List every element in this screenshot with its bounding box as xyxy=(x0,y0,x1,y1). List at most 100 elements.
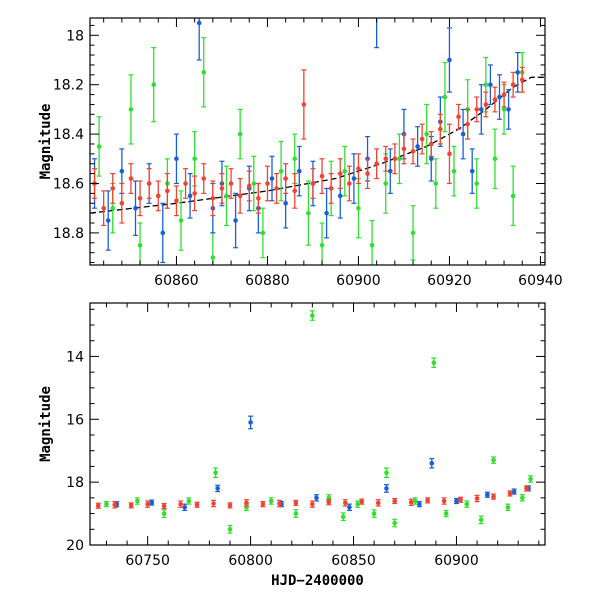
series-red xyxy=(92,66,525,227)
data-point xyxy=(428,141,434,147)
data-point xyxy=(274,186,279,191)
data-point xyxy=(145,501,150,507)
x-tick-label: 60850 xyxy=(331,553,376,569)
data-point xyxy=(492,156,498,162)
data-point xyxy=(443,511,449,516)
data-point xyxy=(388,168,393,174)
data-point xyxy=(192,191,197,196)
data-point xyxy=(283,200,288,206)
data-point xyxy=(196,20,202,26)
data-point xyxy=(408,499,414,505)
data-point xyxy=(351,176,357,181)
data-point xyxy=(374,8,379,13)
data-point xyxy=(135,498,140,504)
data-point xyxy=(371,511,377,516)
data-point xyxy=(483,102,489,107)
y-tick-label: 18 xyxy=(66,28,84,44)
data-point xyxy=(410,149,416,154)
data-point xyxy=(383,181,389,186)
data-point xyxy=(510,82,516,87)
data-point xyxy=(507,491,513,496)
data-point xyxy=(246,183,252,189)
x-tick-label: 60900 xyxy=(434,553,479,569)
data-point xyxy=(474,496,480,501)
data-point xyxy=(483,82,489,87)
data-point xyxy=(425,498,430,503)
data-point xyxy=(491,494,496,499)
y-tick-label: 18.2 xyxy=(53,78,84,94)
data-point xyxy=(178,218,184,223)
y-tick-label: 18.8 xyxy=(53,226,84,242)
data-point xyxy=(337,171,343,176)
data-point xyxy=(194,502,200,508)
data-point xyxy=(383,156,389,162)
data-point xyxy=(251,181,257,186)
data-point xyxy=(347,504,352,510)
data-point xyxy=(210,196,216,201)
series-red xyxy=(95,485,529,510)
data-point xyxy=(424,131,430,137)
data-point xyxy=(310,181,316,186)
series-green xyxy=(103,310,534,534)
data-point xyxy=(183,181,188,186)
data-point xyxy=(431,360,437,366)
data-point xyxy=(248,420,253,425)
data-point xyxy=(101,205,106,211)
data-point xyxy=(256,196,261,201)
data-point xyxy=(478,517,484,523)
data-point xyxy=(428,156,434,162)
data-point xyxy=(365,171,370,176)
data-point xyxy=(96,144,102,149)
plot-frame xyxy=(89,302,546,546)
data-point xyxy=(369,242,375,248)
data-point xyxy=(277,501,282,506)
data-point xyxy=(460,131,466,137)
data-point xyxy=(429,460,435,466)
data-point xyxy=(301,102,307,107)
data-point xyxy=(211,501,216,506)
y-tick-label: 14 xyxy=(66,349,84,365)
data-point xyxy=(454,498,459,504)
data-point xyxy=(474,181,480,186)
data-point xyxy=(392,498,398,504)
x-axis-title: HJD−2400000 xyxy=(271,573,364,589)
bottom-panel: 60750 60800 60850 60900 14 16 18 20 Magnitude HJD… xyxy=(38,302,546,589)
y-tick-label: 18.4 xyxy=(53,127,84,143)
data-point xyxy=(356,205,361,211)
data-point xyxy=(347,181,352,186)
data-point xyxy=(182,504,188,510)
y-tick-label: 18.6 xyxy=(53,176,84,192)
data-point xyxy=(283,176,288,181)
data-point xyxy=(497,94,502,100)
data-point xyxy=(215,486,220,491)
data-point xyxy=(491,457,496,463)
x-tick-label: 60900 xyxy=(336,273,381,289)
series-green xyxy=(96,37,525,265)
data-point xyxy=(451,168,457,174)
data-point xyxy=(237,131,243,137)
data-point xyxy=(227,503,233,508)
data-point xyxy=(149,500,155,505)
data-point xyxy=(479,107,484,112)
data-point xyxy=(359,499,365,504)
data-point xyxy=(340,514,346,520)
data-point xyxy=(506,107,511,112)
data-point xyxy=(151,82,156,87)
data-point xyxy=(515,70,520,75)
data-point xyxy=(174,198,179,204)
data-point xyxy=(505,504,511,510)
plot-frame xyxy=(89,17,546,266)
data-point xyxy=(519,77,525,83)
data-point xyxy=(186,498,192,504)
data-point xyxy=(392,520,398,526)
data-point xyxy=(337,193,343,199)
data-point xyxy=(297,168,302,174)
data-point xyxy=(155,193,161,199)
data-point xyxy=(319,242,325,248)
data-point xyxy=(458,497,463,503)
data-point xyxy=(342,500,348,506)
data-point xyxy=(456,114,461,120)
data-point xyxy=(128,176,134,181)
data-point xyxy=(464,501,470,507)
data-point xyxy=(213,470,218,476)
